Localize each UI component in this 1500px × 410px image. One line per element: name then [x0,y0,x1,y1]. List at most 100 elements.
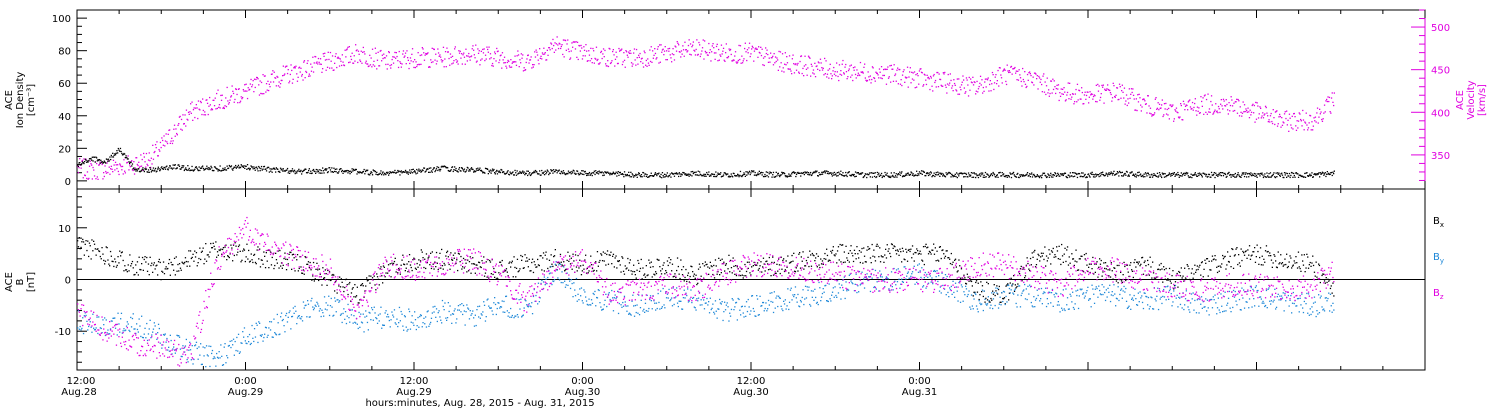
velocity-series-point [334,62,336,64]
series-bx-point [275,259,278,261]
velocity-series-point [1305,112,1307,114]
density-series-point [623,176,625,178]
velocity-series-point [496,47,498,50]
velocity-series-point [1031,81,1033,83]
series-bx-point [1009,282,1011,284]
density-series-point [242,166,244,168]
velocity-series-point [1073,103,1075,105]
series-bx-point [350,292,353,294]
density-series-point [746,171,749,173]
density-series-point [596,172,598,174]
series-bx-point [257,246,259,248]
velocity-series-point [431,47,433,49]
density-series-point [88,158,91,160]
series-bx-point [686,280,688,283]
series-bx-point [406,263,408,265]
velocity-series-point [900,79,902,81]
series-bx-point [1029,257,1032,260]
density-series-point [137,168,139,170]
velocity-series-point [924,74,926,76]
series-bx-point [614,257,616,259]
series-bx-point [623,273,626,275]
series-bx-point [499,261,502,263]
velocity-series-point [674,45,676,47]
series-bx-point [527,266,529,268]
density-series-point [852,173,854,176]
density-series-point [246,164,249,166]
velocity-series-point [920,71,923,73]
density-series-point [477,167,479,169]
velocity-series-point [1090,94,1092,96]
density-series-point [120,150,122,153]
velocity-series-point [290,64,292,66]
series-bx-point [1071,253,1073,255]
series-bx-point [1051,251,1054,253]
velocity-series-point [233,101,235,103]
velocity-series-point [831,78,833,80]
density-series-point [281,168,283,170]
series-bx-point [713,264,715,267]
density-series-point [597,171,599,173]
series-bx-point [380,266,382,268]
density-series-point [317,169,319,171]
density-series-point [145,168,148,170]
velocity-series-point [589,60,591,62]
series-bx-point [340,278,342,280]
velocity-series-point [859,61,862,64]
density-series-point [989,174,991,177]
velocity-series-point [720,55,722,57]
density-series-point [821,173,824,175]
velocity-series-point [1089,91,1091,93]
velocity-series-point [1275,110,1277,113]
density-series-point [1019,174,1021,176]
velocity-series-point [231,85,233,87]
velocity-series-point [988,90,990,92]
velocity-series-point [998,67,1001,69]
series-bx-point [541,269,543,271]
density-series-point [340,168,342,170]
velocity-series-point [513,61,515,63]
density-series-point [1231,174,1234,176]
series-bx-point [691,266,693,268]
velocity-series-point [213,99,215,101]
series-bx-point [515,276,517,278]
velocity-series-point [131,160,133,162]
velocity-series-point [463,52,465,54]
velocity-series-point [127,155,129,157]
velocity-series-point [1227,109,1229,111]
series-bx-point [1117,282,1119,284]
density-series-point [890,176,892,179]
velocity-series-point [757,56,759,58]
series-bx-point [373,275,375,277]
velocity-series-point [499,59,501,61]
velocity-series-point [81,159,84,162]
density-series-point [588,171,591,174]
density-series-point [260,165,263,168]
velocity-series-point [969,89,971,91]
velocity-series-point [1111,100,1113,102]
series-bx-point [912,253,915,255]
density-series-point [1125,174,1127,176]
density-series-point [932,174,934,177]
velocity-series-point [423,52,425,54]
velocity-series-point [491,64,493,67]
density-series-point [1071,175,1073,177]
velocity-series-point [275,85,277,87]
density-series-point [529,174,532,177]
density-series-point [1006,176,1008,178]
series-bx-point [308,266,310,269]
density-series-point [540,174,542,176]
density-series-point [554,170,556,173]
density-series-point [1005,175,1008,177]
density-series-point [742,174,744,176]
velocity-series-point [1198,107,1200,109]
series-bx-point [1074,260,1076,262]
density-series-point [322,167,324,169]
series-bx-point [941,249,943,252]
velocity-series-point [917,75,919,77]
density-series-point [611,173,613,176]
density-series-point [451,166,454,168]
density-series-point [1333,173,1335,175]
series-bx-point [284,252,286,254]
density-series-point [937,174,940,176]
